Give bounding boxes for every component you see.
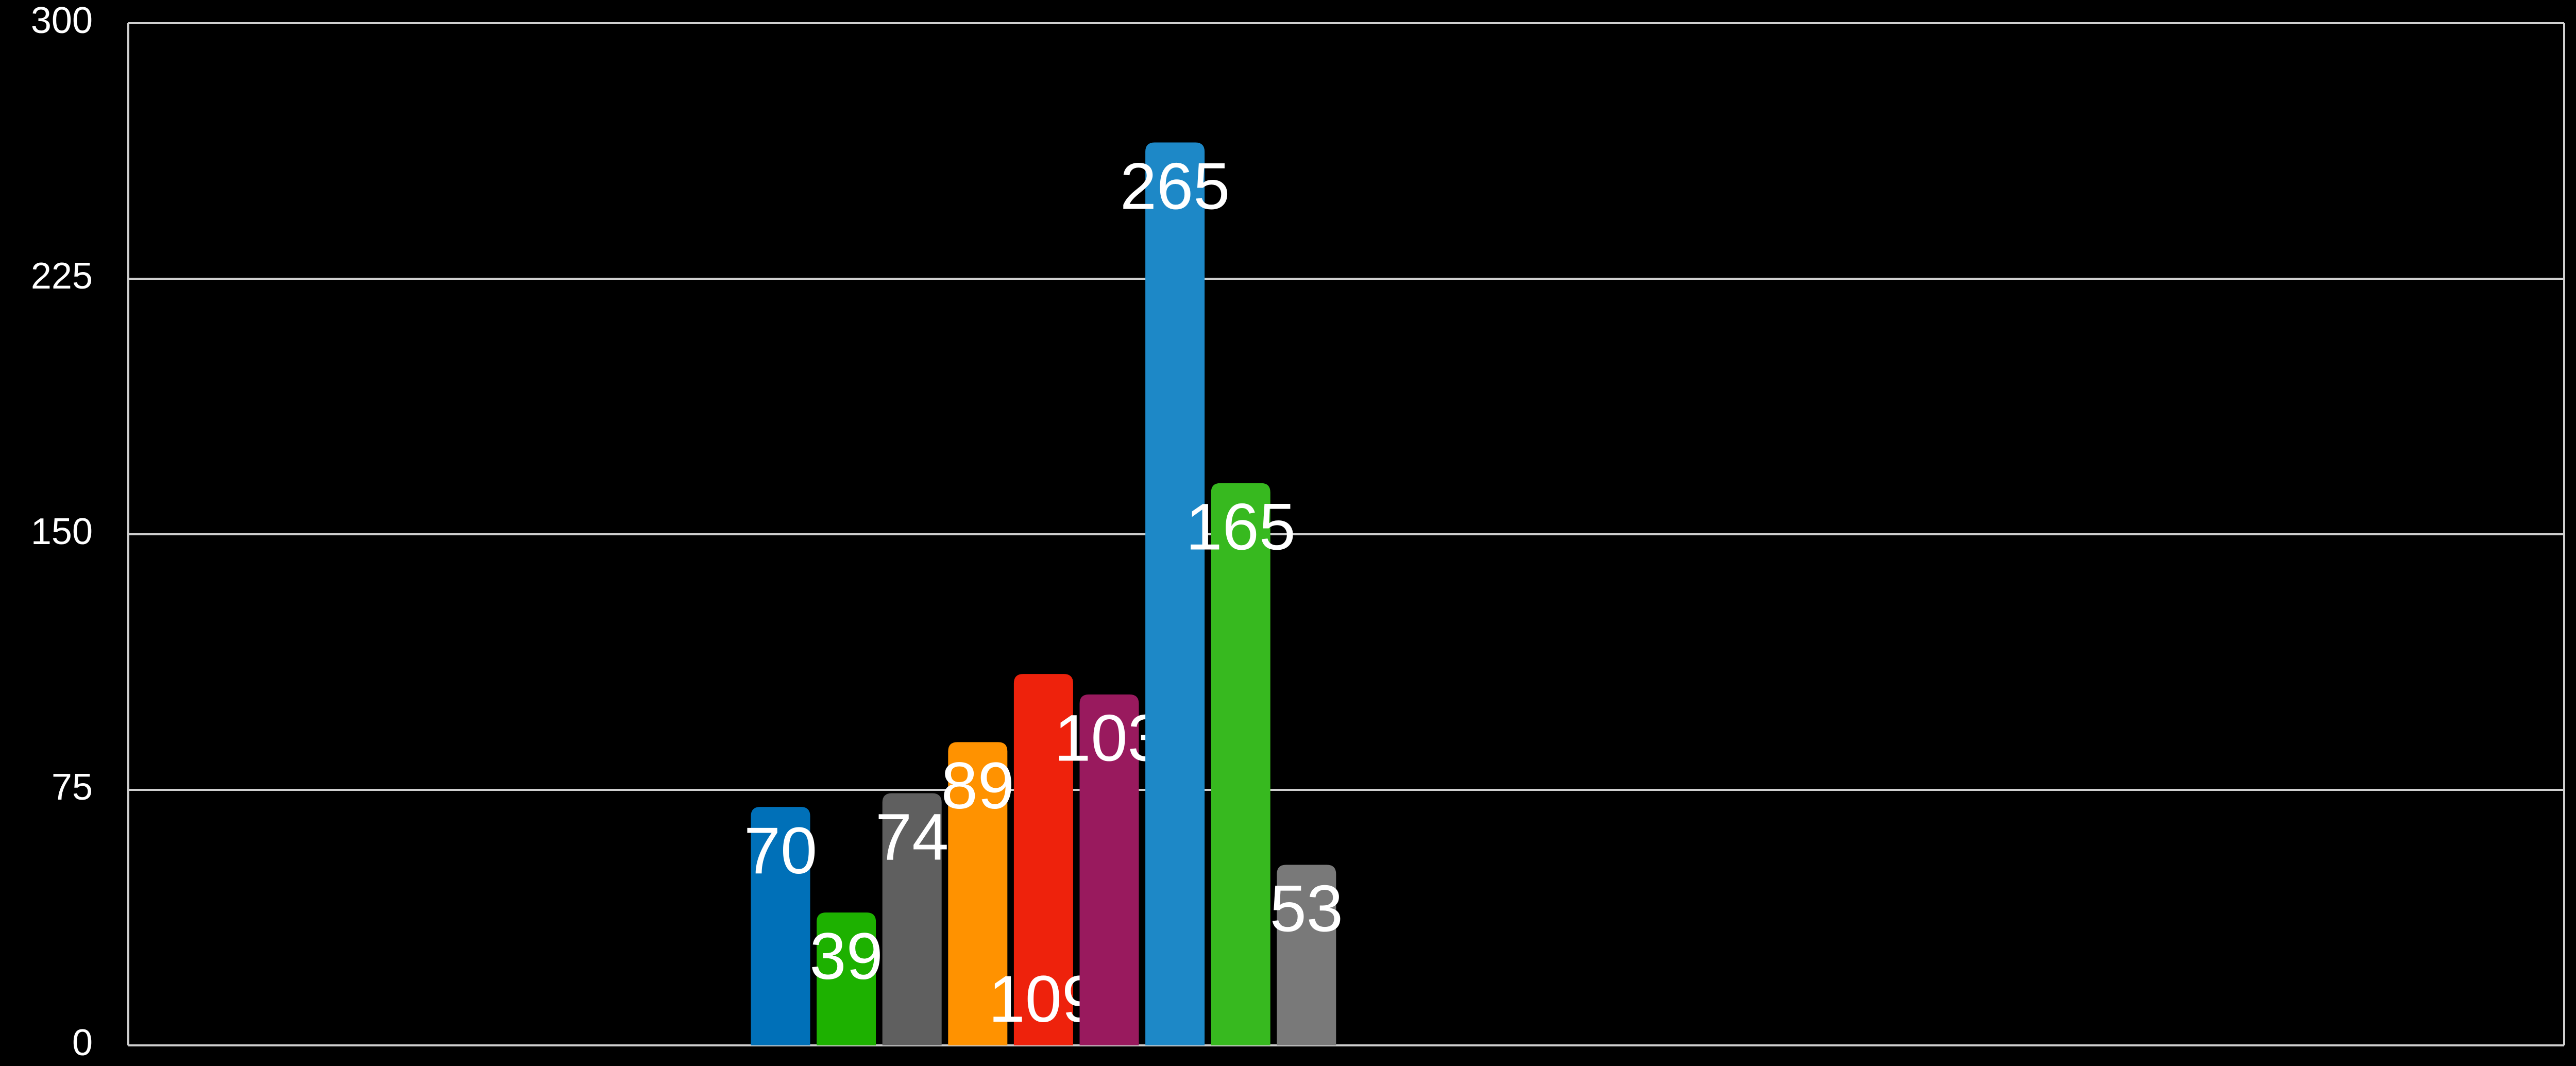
value-label: 70 — [744, 814, 817, 888]
y-tick-label: 225 — [31, 256, 93, 297]
value-label: 265 — [1120, 149, 1230, 223]
bar — [1211, 483, 1270, 1045]
bar — [882, 793, 942, 1045]
bar — [1013, 674, 1073, 1045]
y-tick-label: 150 — [31, 511, 93, 552]
bar — [1145, 142, 1205, 1045]
y-tick-label: 75 — [52, 767, 93, 808]
bar — [1079, 694, 1139, 1045]
bar — [1277, 865, 1336, 1045]
y-tick-label: 300 — [31, 0, 93, 41]
bar — [817, 912, 876, 1045]
value-label: 74 — [875, 800, 948, 874]
bar — [751, 807, 810, 1045]
bar — [948, 742, 1008, 1045]
value-label: 39 — [809, 920, 883, 993]
value-label: 53 — [1270, 872, 1343, 945]
y-tick-label: 0 — [72, 1022, 93, 1063]
value-label: 89 — [941, 749, 1014, 823]
value-label: 165 — [1185, 490, 1296, 564]
